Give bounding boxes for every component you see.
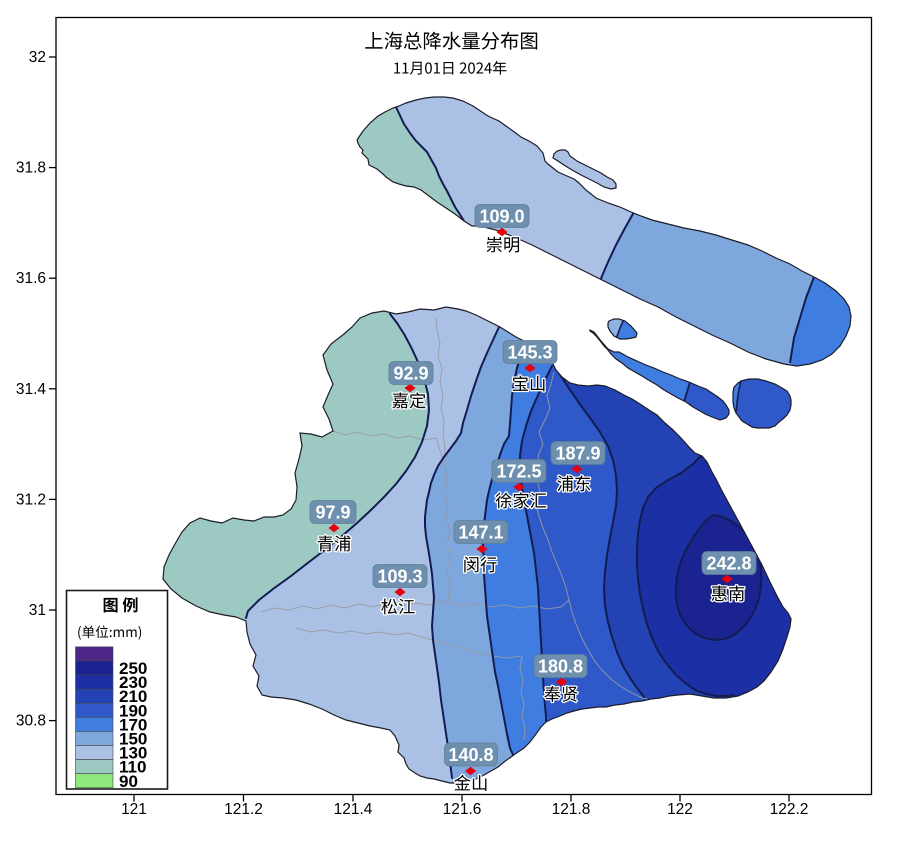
svg-text:121.4: 121.4 <box>334 801 373 818</box>
svg-text:30.8: 30.8 <box>16 713 46 730</box>
svg-text:150: 150 <box>119 730 147 749</box>
svg-text:109.3: 109.3 <box>377 567 422 587</box>
svg-text:31.8: 31.8 <box>16 160 46 177</box>
svg-text:250: 250 <box>119 659 147 678</box>
svg-text:121.8: 121.8 <box>552 801 591 818</box>
svg-text:187.9: 187.9 <box>555 444 600 464</box>
svg-text:110: 110 <box>119 758 146 777</box>
svg-text:172.5: 172.5 <box>496 462 541 482</box>
svg-text:145.3: 145.3 <box>507 343 552 363</box>
svg-text:31.4: 31.4 <box>16 381 47 398</box>
svg-text:180.8: 180.8 <box>538 657 583 677</box>
svg-text:32: 32 <box>29 49 46 66</box>
svg-text:230: 230 <box>119 673 147 692</box>
svg-text:109.0: 109.0 <box>479 207 524 227</box>
svg-text:97.9: 97.9 <box>315 503 350 523</box>
svg-text:90: 90 <box>119 772 138 791</box>
svg-text:130: 130 <box>119 744 147 763</box>
svg-text:140.8: 140.8 <box>448 745 493 765</box>
svg-text:147.1: 147.1 <box>458 523 503 543</box>
svg-text:31.2: 31.2 <box>16 491 46 508</box>
svg-text:92.9: 92.9 <box>393 364 428 384</box>
svg-text:121: 121 <box>121 801 147 818</box>
svg-text:31.6: 31.6 <box>16 270 46 287</box>
svg-text:242.8: 242.8 <box>706 554 751 574</box>
svg-text:121.2: 121.2 <box>224 801 263 818</box>
svg-text:122: 122 <box>667 801 693 818</box>
svg-text:122.2: 122.2 <box>770 801 809 818</box>
svg-text:190: 190 <box>119 701 147 720</box>
svg-text:170: 170 <box>119 715 147 734</box>
svg-text:121.6: 121.6 <box>443 801 482 818</box>
svg-text:210: 210 <box>119 687 147 706</box>
svg-text:31: 31 <box>29 602 46 619</box>
